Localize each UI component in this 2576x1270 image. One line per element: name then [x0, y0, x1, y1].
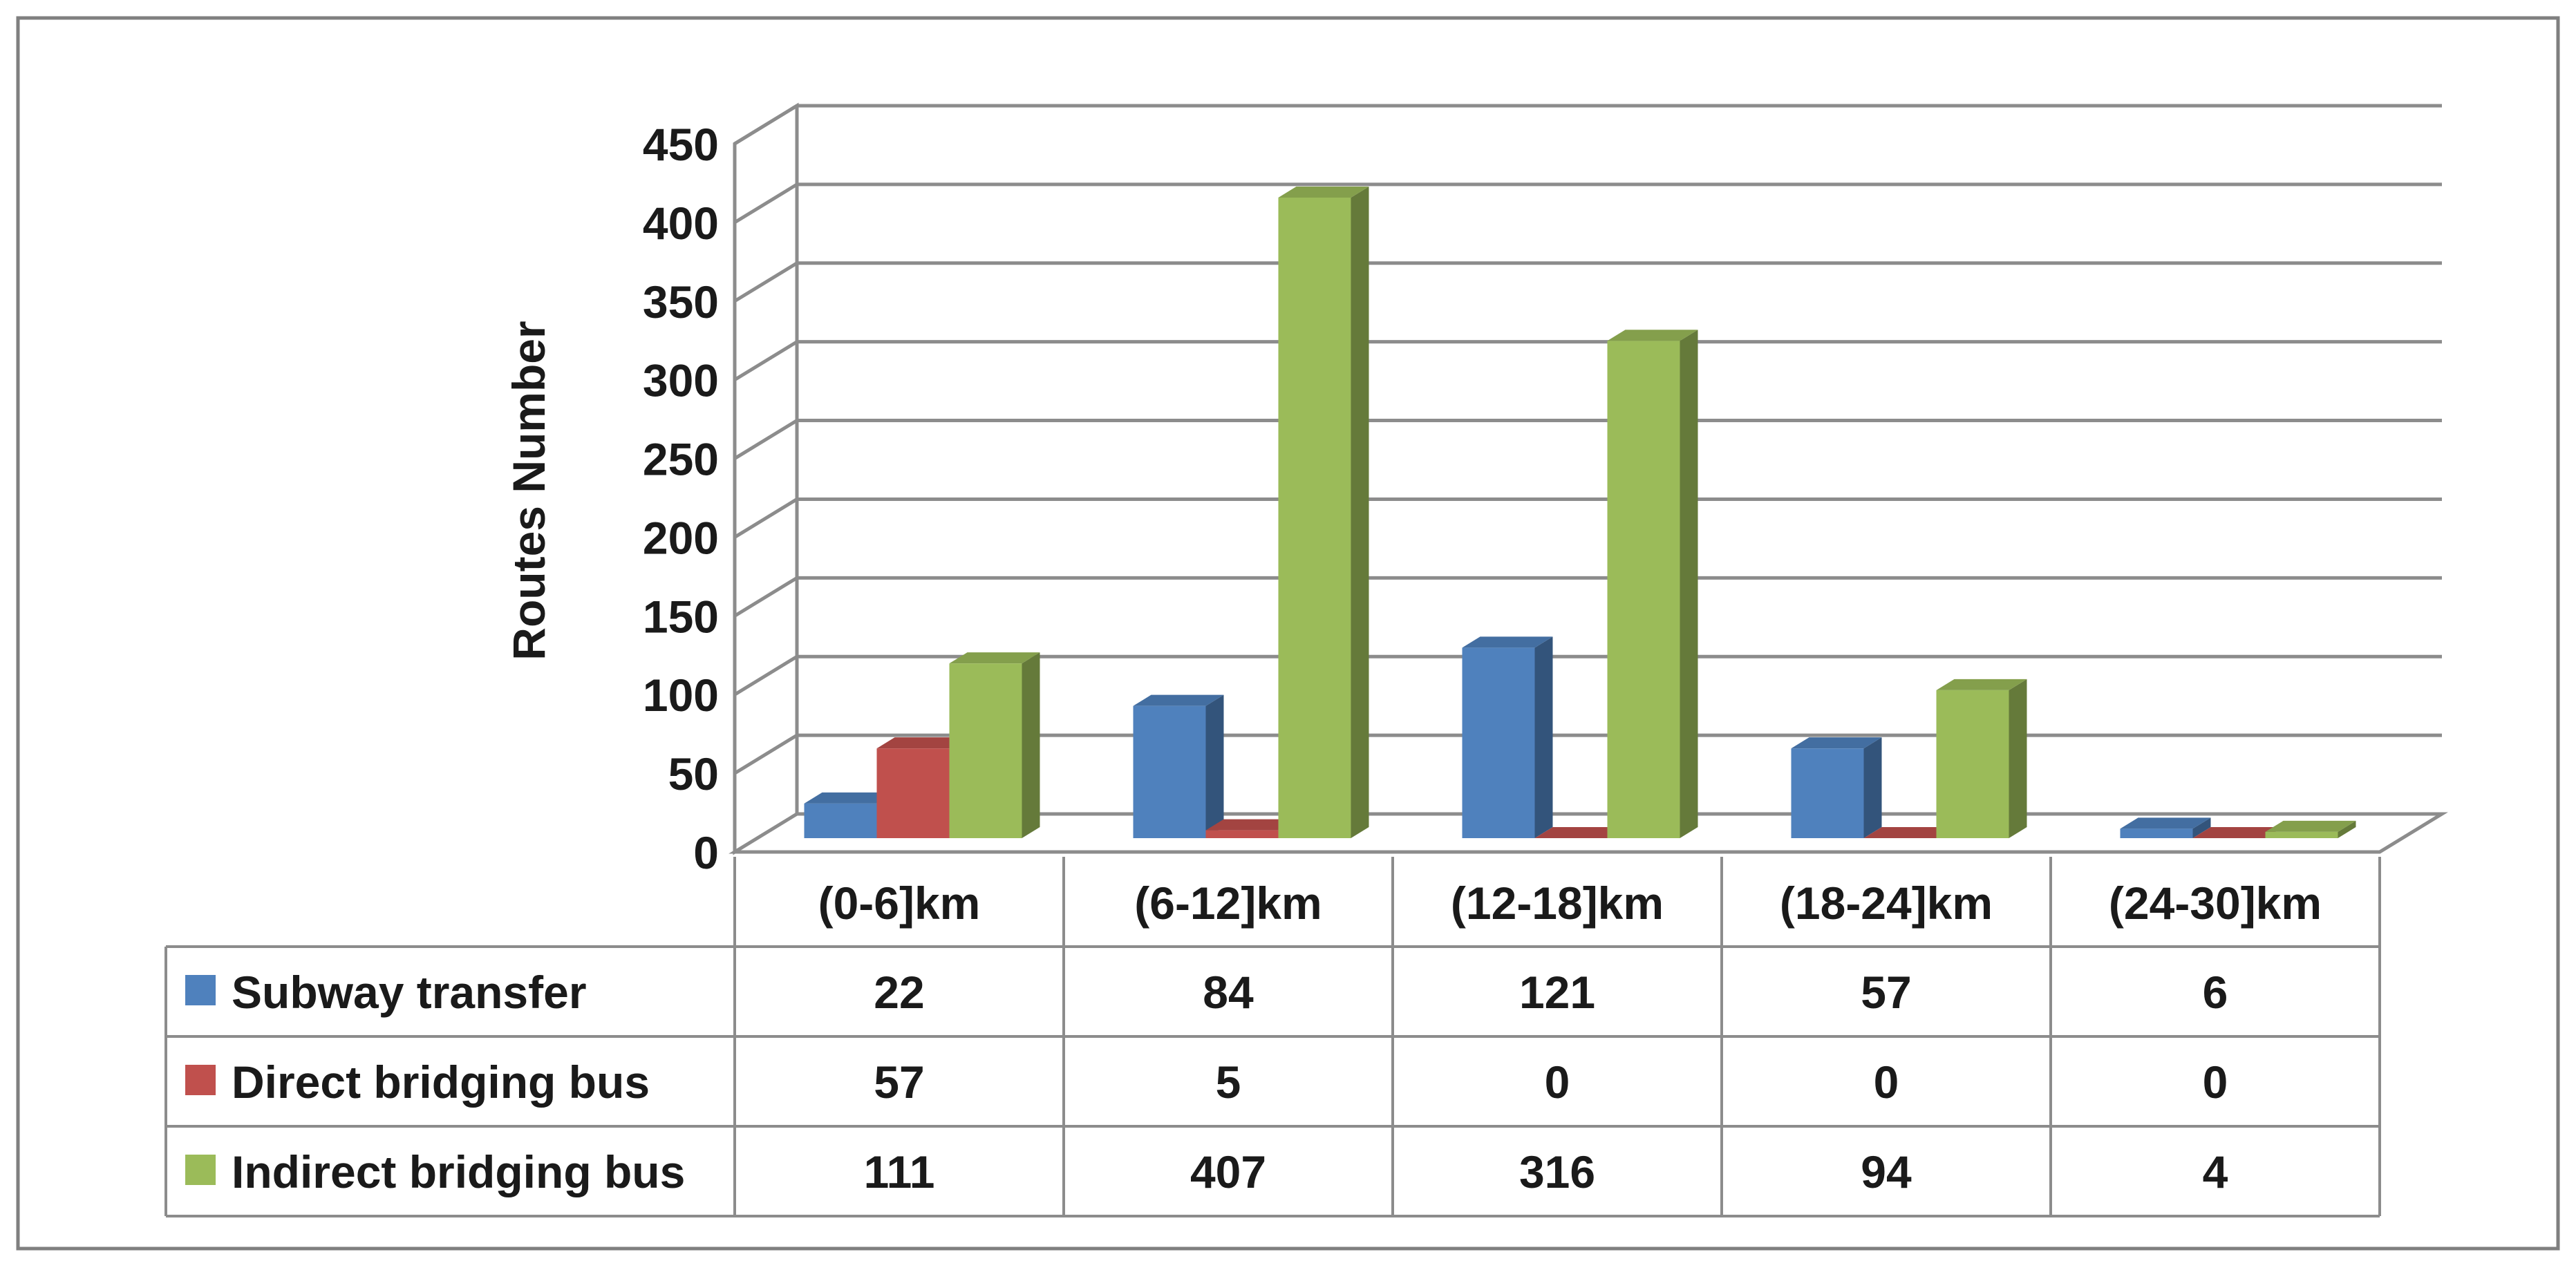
legend-swatch: [185, 1155, 216, 1185]
bar: [2192, 827, 2284, 838]
data-table: (0-6]km (6-12]km (12-18]km (18-24]km (24-30]…: [164, 857, 2381, 1217]
bar-top: [1278, 186, 1369, 198]
bar: [1607, 330, 1698, 838]
data-label: 111: [864, 1146, 935, 1197]
data-label: 0: [2203, 1056, 2228, 1108]
bar: [1133, 694, 1224, 838]
bar: [1791, 737, 1882, 838]
data-label: 6: [2203, 967, 2228, 1018]
y-tick-label: 300: [643, 355, 719, 406]
bar-top: [949, 652, 1040, 664]
gridline-depth: [733, 419, 798, 460]
bar-side: [1863, 737, 1882, 838]
y-tick-label: 250: [643, 434, 719, 485]
bar: [1863, 827, 1955, 838]
bar: [2265, 820, 2356, 838]
bar-top: [1534, 827, 1626, 838]
bar-front: [2265, 831, 2338, 838]
bar-top: [1936, 679, 2027, 690]
bar: [1534, 827, 1626, 838]
bar-front: [1791, 748, 1864, 838]
data-label: 0: [1874, 1056, 1899, 1108]
bar-front: [1205, 830, 1279, 838]
bar-top: [1462, 636, 1553, 648]
bar-top: [2120, 817, 2211, 829]
x-tick-label: (18-24]km: [1780, 878, 1993, 929]
y-tick-label: 50: [668, 748, 719, 799]
gridline-depth: [733, 261, 798, 303]
bar: [1278, 186, 1369, 838]
data-label: 5: [1216, 1056, 1241, 1108]
legend-label: Indirect bridging bus: [232, 1146, 685, 1197]
data-label: 57: [874, 1056, 924, 1108]
bars: [804, 186, 2356, 838]
bar-top: [1205, 819, 1297, 831]
y-tick-label: 150: [643, 591, 719, 642]
bar-top: [1607, 330, 1698, 341]
gridline-depth: [733, 733, 798, 775]
gridline-depth: [733, 340, 798, 381]
bar-top: [804, 792, 895, 804]
bar: [1462, 636, 1553, 838]
legend-swatch: [185, 975, 216, 1005]
bar-front: [949, 663, 1022, 838]
bar-front: [1607, 341, 1680, 838]
gridline-depth: [733, 655, 798, 696]
bar-side: [2338, 820, 2356, 838]
bar: [1936, 679, 2027, 838]
data-label: 22: [874, 967, 924, 1018]
bar-front: [1133, 705, 1206, 838]
bar-side: [2192, 817, 2211, 838]
bar-side: [1022, 652, 1040, 838]
bar-side: [1680, 330, 1698, 838]
x-tick-label: (6-12]km: [1134, 878, 1322, 929]
legend-label: Direct bridging bus: [232, 1056, 650, 1108]
legend-swatch: [185, 1065, 216, 1095]
y-tick-label: 0: [693, 827, 719, 878]
bar: [2120, 817, 2211, 838]
data-label: 316: [1519, 1146, 1595, 1197]
y-tick-label: 200: [643, 512, 719, 563]
data-label: 4: [2203, 1146, 2228, 1197]
x-tick-label: (12-18]km: [1451, 878, 1664, 929]
y-axis-title: Routes Number: [503, 321, 554, 660]
data-label: 84: [1203, 967, 1254, 1018]
bar-top: [1791, 737, 1882, 749]
gridline-depth: [733, 182, 798, 225]
x-tick-label: (24-30]km: [2109, 878, 2322, 929]
y-tick-label: 450: [643, 119, 719, 170]
legend-label: Subway transfer: [232, 967, 587, 1018]
data-label: 57: [1861, 967, 1911, 1018]
bar-side: [1205, 694, 1224, 838]
gridline-depth: [733, 497, 798, 539]
bar-front: [1936, 690, 2009, 838]
data-label: 407: [1190, 1146, 1266, 1197]
y-tick-label: 100: [643, 670, 719, 721]
bar-top: [1863, 827, 1955, 838]
bar-top: [2192, 827, 2284, 838]
bar-front: [1462, 647, 1535, 838]
bar-front: [1278, 197, 1351, 838]
data-label: 94: [1861, 1146, 1912, 1197]
gridline-depth: [733, 104, 798, 146]
bar-front: [2120, 828, 2193, 838]
data-label: 121: [1519, 967, 1595, 1018]
gridline-depth: [733, 576, 798, 618]
bar-side: [1534, 636, 1553, 838]
bar: [949, 652, 1040, 838]
bar-top: [876, 737, 968, 749]
y-tick-label: 350: [643, 276, 719, 328]
bar-front: [804, 803, 877, 838]
bar-top: [2265, 820, 2356, 832]
y-tick-label: 400: [643, 198, 719, 249]
bar-top: [1133, 694, 1224, 706]
x-tick-label: (0-6]km: [818, 878, 981, 929]
bar-front: [876, 748, 950, 838]
data-label: 0: [1545, 1056, 1570, 1108]
y-axis-ticks: 0 50 100 150 200 250 300 350 400 450: [643, 119, 719, 878]
bar-side: [1351, 186, 1369, 838]
bar-side: [2009, 679, 2027, 838]
